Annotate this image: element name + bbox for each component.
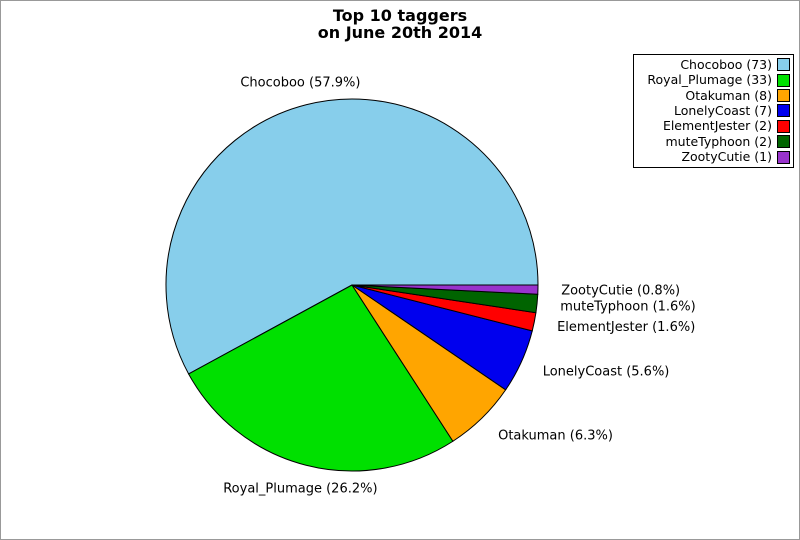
legend-color-swatch [777, 73, 790, 87]
legend-color-swatch [777, 135, 790, 149]
legend-item-label: Otakuman (8) [685, 87, 772, 103]
slice-label-mutetyphoon: muteTyphoon (1.6%) [560, 299, 696, 314]
legend-color-swatch [777, 58, 790, 72]
slice-label-chocoboo: Chocoboo (57.9%) [240, 76, 360, 91]
legend-color-swatch [777, 119, 790, 133]
legend-item-label: ZootyCutie (1) [681, 149, 772, 165]
legend-item-elementjester: ElementJester (2) [636, 119, 790, 133]
pie-slice-zootycutie [351, 284, 539, 295]
chart-title: Top 10 taggers on June 20th 2014 [1, 7, 799, 41]
slice-label-elementjester: ElementJester (1.6%) [557, 320, 695, 335]
chart-title-line1: Top 10 taggers [332, 6, 468, 25]
pie-slice-chocoboo [165, 98, 539, 375]
legend-item-label: Chocoboo (73) [680, 56, 772, 72]
legend-item-chocoboo: Chocoboo (73) [636, 56, 790, 72]
slice-label-royal_plumage: Royal_Plumage (26.2%) [223, 481, 377, 496]
chart-title-line2: on June 20th 2014 [317, 23, 483, 42]
legend-item-zootycutie: ZootyCutie (1) [636, 150, 790, 164]
slice-label-lonelycoast: LonelyCoast (5.6%) [543, 365, 670, 380]
legend-item-mutetyphoon: muteTyphoon (2) [636, 133, 790, 149]
legend-color-swatch [777, 150, 790, 164]
slice-label-otakuman: Otakuman (6.3%) [498, 428, 613, 443]
legend-item-label: Royal_Plumage (33) [647, 72, 772, 88]
legend-item-label: muteTyphoon (2) [665, 133, 772, 149]
legend: Chocoboo (73) Royal_Plumage (33) Otakuman … [633, 54, 794, 168]
pie-slice-royal_plumage [187, 284, 454, 472]
legend-color-swatch [777, 89, 790, 103]
legend-item-label: ElementJester (2) [662, 118, 772, 134]
slice-label-zootycutie: ZootyCutie (0.8%) [561, 284, 680, 299]
legend-item-royal_plumage: Royal_Plumage (33) [636, 73, 790, 87]
legend-item-label: LonelyCoast (7) [673, 102, 772, 118]
legend-color-swatch [777, 104, 790, 118]
legend-item-otakuman: Otakuman (8) [636, 87, 790, 103]
legend-item-lonelycoast: LonelyCoast (7) [636, 102, 790, 118]
